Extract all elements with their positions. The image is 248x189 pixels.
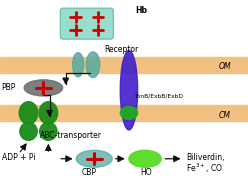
Ellipse shape bbox=[24, 80, 62, 96]
Ellipse shape bbox=[20, 122, 37, 140]
Ellipse shape bbox=[40, 122, 57, 140]
Ellipse shape bbox=[19, 102, 38, 124]
Text: ABC-transporter: ABC-transporter bbox=[40, 131, 102, 140]
Bar bbox=[0, 105, 248, 121]
Ellipse shape bbox=[39, 102, 58, 124]
Ellipse shape bbox=[73, 53, 84, 77]
Text: Fe$^{3+}$, CO: Fe$^{3+}$, CO bbox=[186, 162, 223, 175]
Ellipse shape bbox=[120, 51, 138, 130]
Text: PBP: PBP bbox=[1, 83, 16, 92]
Ellipse shape bbox=[129, 150, 161, 167]
Text: HO: HO bbox=[140, 168, 152, 177]
Text: Biliverdin,: Biliverdin, bbox=[186, 153, 224, 162]
Text: Hb: Hb bbox=[135, 6, 147, 15]
Text: Receptor: Receptor bbox=[104, 45, 138, 54]
Ellipse shape bbox=[120, 107, 138, 119]
Ellipse shape bbox=[76, 150, 112, 167]
Bar bbox=[0, 57, 248, 73]
Text: TonB/ExbB/ExbD: TonB/ExbB/ExbD bbox=[134, 94, 183, 99]
Text: OM: OM bbox=[218, 62, 231, 71]
FancyBboxPatch shape bbox=[60, 8, 113, 39]
Text: CM: CM bbox=[218, 111, 230, 120]
Text: ADP + Pi: ADP + Pi bbox=[2, 153, 36, 162]
Ellipse shape bbox=[86, 52, 100, 78]
Text: CBP: CBP bbox=[82, 168, 97, 177]
